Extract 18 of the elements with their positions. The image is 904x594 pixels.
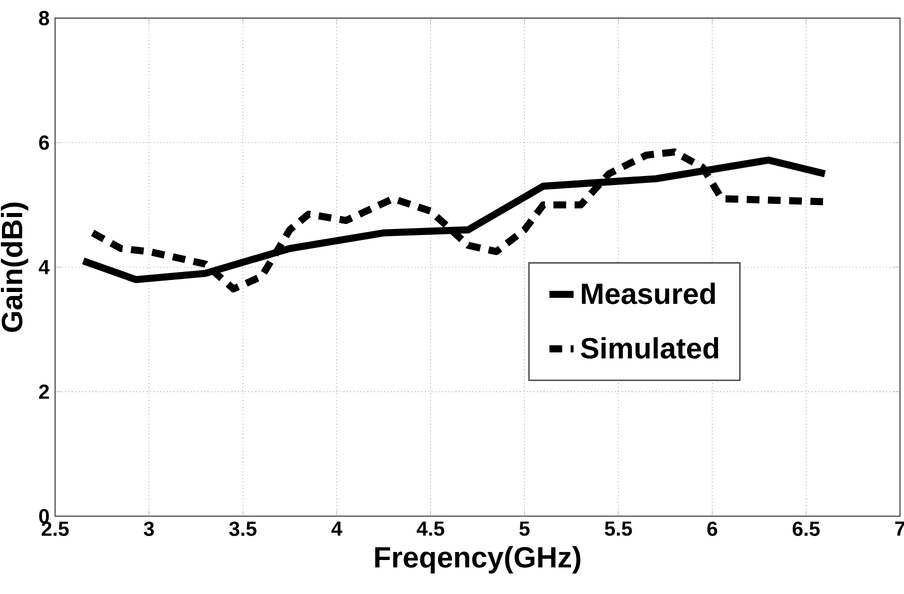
x-tick-label: 6.5	[792, 521, 820, 536]
y-tick-label: 6	[39, 135, 49, 150]
y-tick-label: 4	[38, 260, 50, 274]
x-tick-label: 3.5	[229, 521, 256, 536]
y-axis-title: Gain(dBi)	[0, 202, 28, 332]
x-axis-title: Freqency(GHz)	[375, 546, 580, 574]
x-tick-label: 5.5	[604, 521, 632, 536]
legend-label: Simulated	[580, 337, 718, 359]
y-tick-label: 8	[39, 10, 50, 26]
y-tick-label: 2	[39, 384, 49, 399]
x-tick-label: 3	[144, 521, 154, 536]
x-tick-label: 4.5	[416, 521, 444, 536]
x-tick-label: 4	[331, 521, 342, 536]
x-tick-label: 2.5	[42, 521, 69, 536]
y-tick-label: 0	[39, 508, 49, 524]
x-tick-label: 6	[707, 521, 718, 536]
x-tick-label: 5	[519, 521, 530, 536]
legend-label: Measured	[582, 282, 715, 304]
